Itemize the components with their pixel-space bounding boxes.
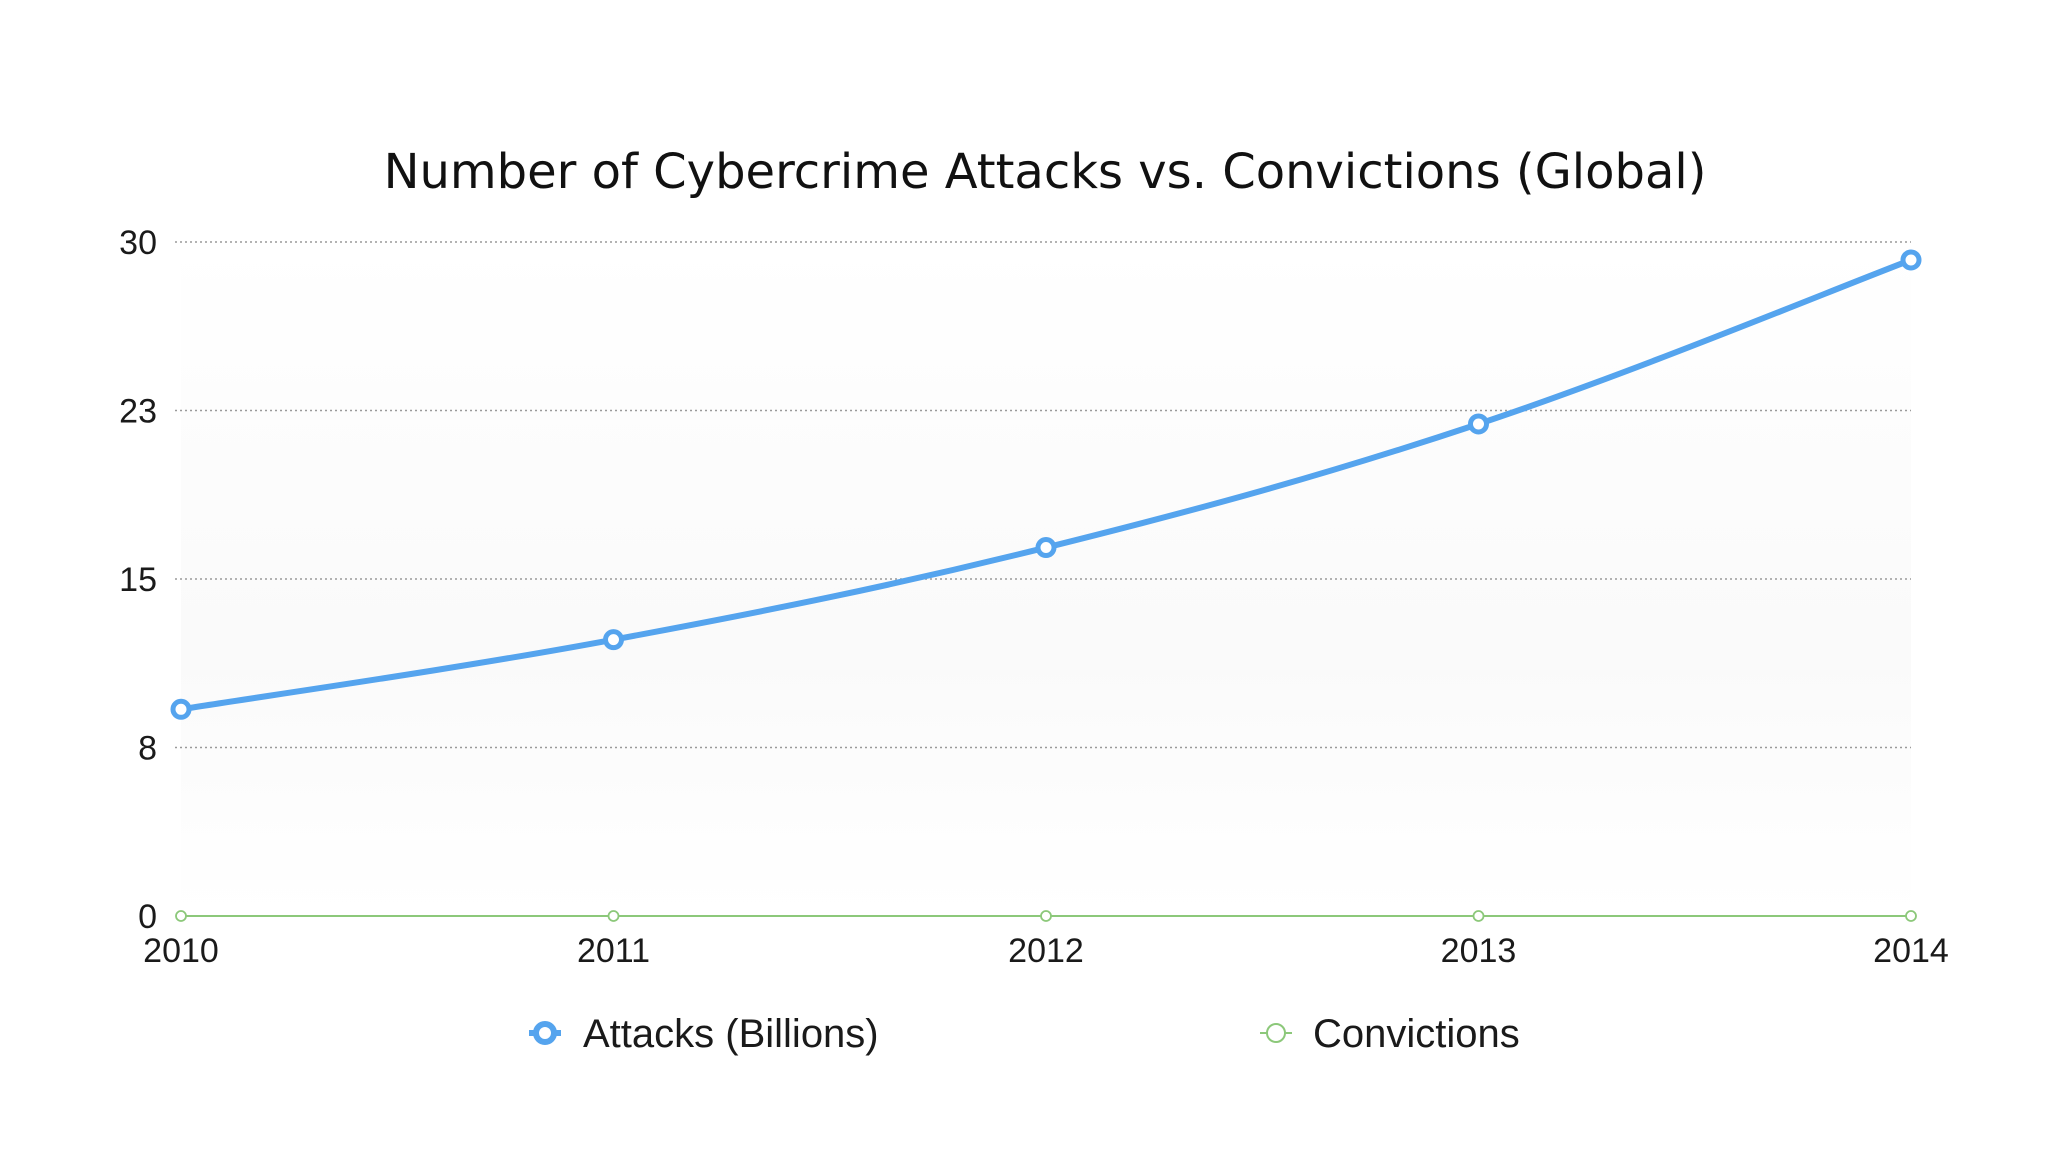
y-axis-ticks: 0 8 15 23 30 — [119, 224, 157, 936]
y-tick-label: 8 — [138, 730, 157, 768]
attacks-point — [1468, 413, 1489, 435]
chart-title: Number of Cybercrime Attacks vs. Convict… — [384, 144, 1707, 200]
attacks-point — [603, 629, 624, 651]
series-layer — [170, 249, 1922, 922]
series-attacks — [170, 249, 1922, 720]
series-convictions — [175, 910, 1917, 922]
legend-label: Attacks (Billions) — [583, 1012, 879, 1056]
convictions-point — [1905, 910, 1917, 922]
grid-lines — [175, 241, 1911, 749]
legend-label: Convictions — [1313, 1012, 1520, 1056]
x-tick-label: 2011 — [577, 932, 650, 970]
x-tick-label: 2014 — [1873, 932, 1949, 970]
attacks-point — [1035, 537, 1057, 559]
legend-swatch-marker — [533, 1021, 557, 1045]
convictions-point — [607, 910, 620, 922]
convictions-point — [175, 910, 187, 922]
x-axis-ticks: 2010 2011 2012 2013 2014 — [143, 932, 1949, 970]
x-tick-label: 2010 — [143, 932, 219, 970]
y-tick-label: 23 — [119, 393, 157, 431]
legend-item-attacks: Attacks (Billions) — [529, 1012, 879, 1056]
convictions-point — [1472, 910, 1485, 922]
x-tick-label: 2013 — [1441, 932, 1517, 970]
attacks-point — [170, 698, 192, 720]
y-tick-label: 0 — [138, 898, 157, 936]
convictions-point — [1040, 910, 1052, 922]
y-tick-label: 15 — [119, 561, 157, 599]
legend-swatch-marker — [1266, 1023, 1286, 1043]
legend: Attacks (Billions) Convictions — [529, 1012, 1520, 1056]
attacks-point — [1900, 249, 1922, 271]
legend-item-convictions: Convictions — [1260, 1012, 1520, 1056]
y-tick-label: 30 — [119, 224, 157, 262]
x-tick-label: 2012 — [1008, 932, 1084, 970]
